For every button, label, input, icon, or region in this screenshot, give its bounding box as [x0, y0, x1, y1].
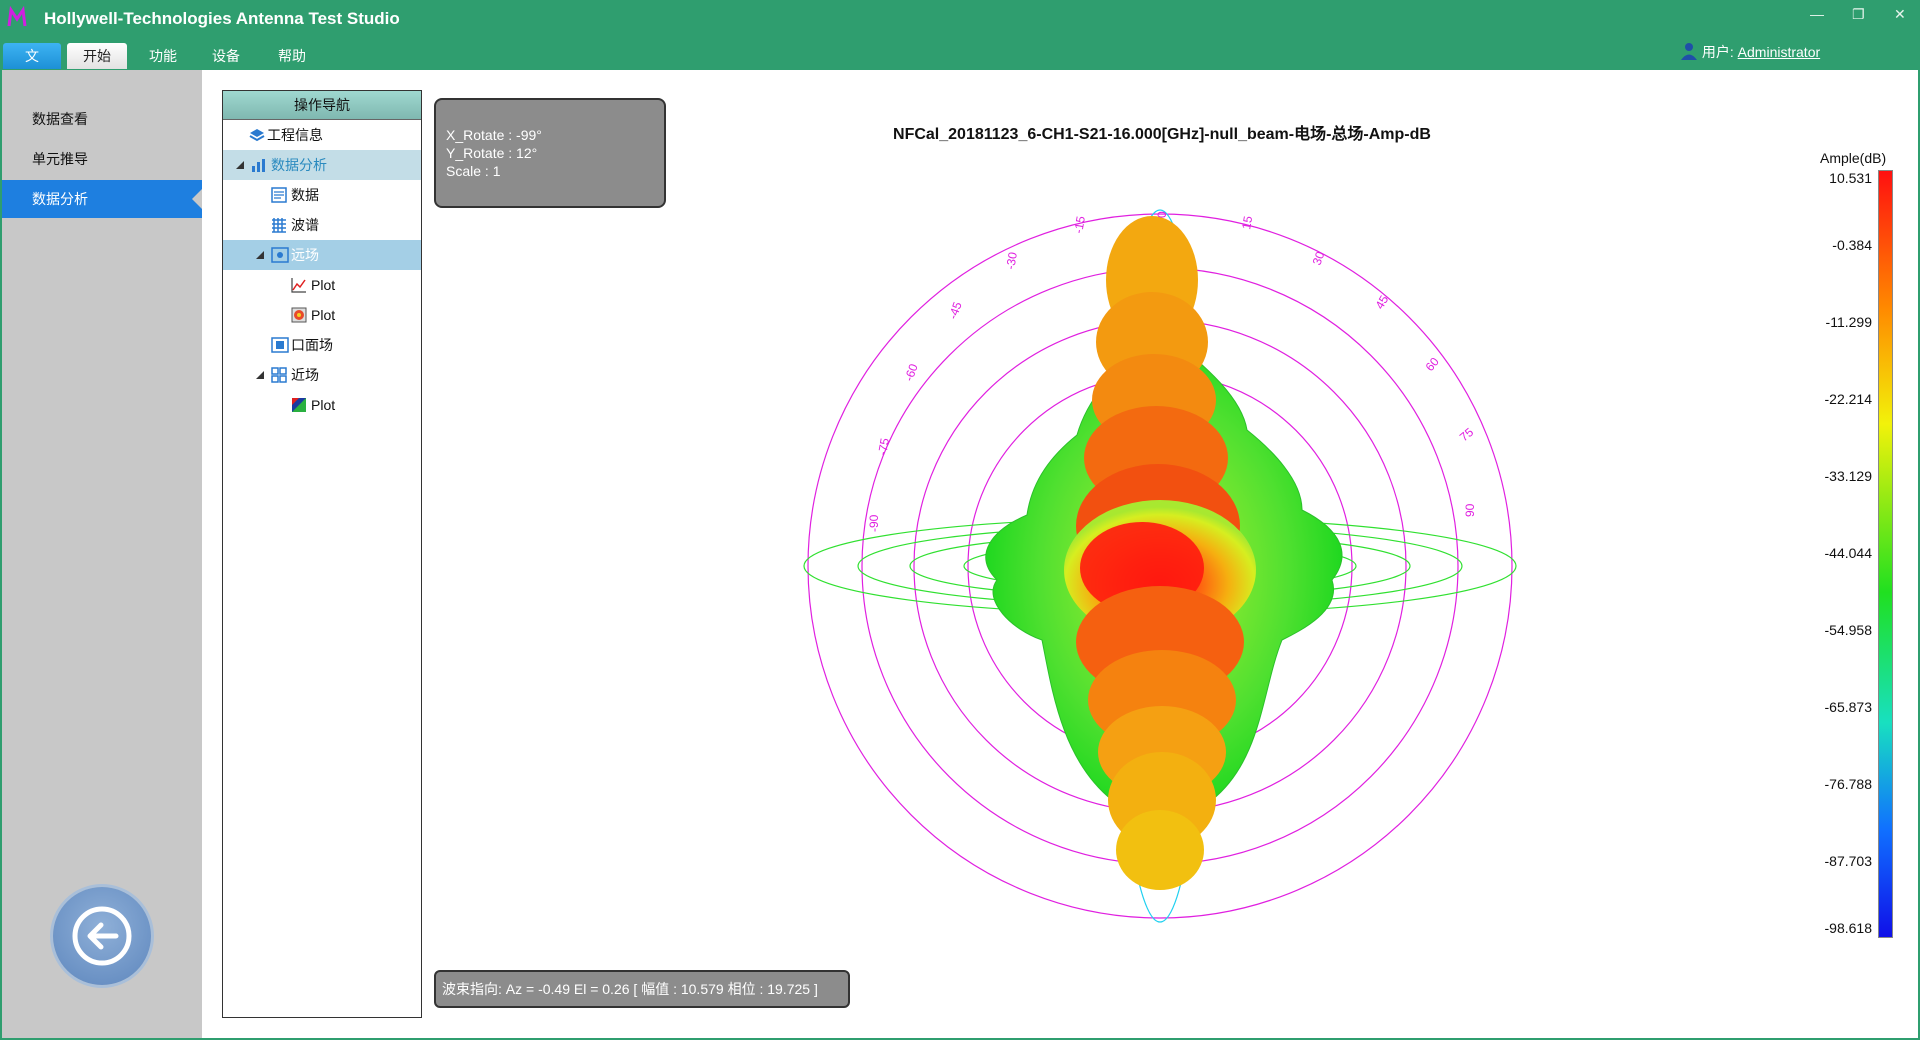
nav-item-spectrum[interactable]: 波谱: [223, 210, 421, 240]
nav-item-label: 数据: [291, 187, 319, 203]
sidebar-item-data-analysis[interactable]: 数据分析: [2, 180, 202, 218]
angle-label: 90: [1463, 503, 1477, 517]
colorbar-label: -33.129: [1824, 468, 1872, 484]
colorbar-label: -98.618: [1824, 920, 1872, 936]
angle-label: -15: [1071, 215, 1088, 235]
colorbar-label: -0.384: [1832, 237, 1872, 253]
nav-item-far-field[interactable]: 远场: [223, 240, 421, 270]
aperture-icon: [271, 337, 289, 353]
nav-item-label: Plot: [311, 397, 336, 413]
angle-label: -75: [875, 437, 892, 457]
pattern-main-lobe: [1064, 216, 1256, 890]
menu-start[interactable]: 开始: [67, 43, 127, 69]
nav-item-label: 近场: [291, 367, 319, 383]
user-prefix: 用户:: [1701, 44, 1734, 60]
sidebar-item-unit-derive[interactable]: 单元推导: [32, 151, 88, 167]
nav-item-plot-1[interactable]: Plot: [223, 270, 421, 300]
main-area: 数据查看 单元推导 数据分析 操作导航 工程信息 数据分析: [2, 70, 1918, 1038]
angle-label: 0: [1155, 211, 1169, 218]
restore-icon[interactable]: ❐: [1852, 6, 1865, 22]
nav-item-label: 数据分析: [271, 157, 327, 173]
bar-chart-icon: [252, 159, 265, 172]
expanded-arrow-icon[interactable]: [235, 160, 245, 170]
nav-panel: 操作导航 工程信息 数据分析 数据 波谱: [222, 90, 422, 1018]
plot-title: NFCal_20181123_6-CH1-S21-16.000[GHz]-nul…: [893, 126, 1431, 143]
user-info[interactable]: 用户: Administrator: [1680, 42, 1820, 62]
colorbar-label: -76.788: [1824, 776, 1872, 792]
nav-header: 操作导航: [223, 91, 421, 120]
close-icon[interactable]: ✕: [1894, 6, 1906, 22]
nav-item-plot-3[interactable]: Plot: [223, 390, 421, 420]
nav-item-data[interactable]: 数据: [223, 180, 421, 210]
app-logo-icon: [7, 6, 27, 27]
angle-label: -60: [902, 362, 921, 383]
user-name[interactable]: Administrator: [1737, 44, 1821, 60]
app-title: Hollywell-Technologies Antenna Test Stud…: [44, 9, 400, 28]
menu-device[interactable]: 设备: [212, 48, 240, 64]
nav-item-near-field[interactable]: 近场: [223, 360, 421, 390]
x-rotate-value: X_Rotate : -99°: [446, 127, 542, 143]
colorbar-label: -11.299: [1825, 314, 1872, 330]
back-arrow-icon: [72, 906, 132, 966]
y-rotate-value: Y_Rotate : 12°: [446, 145, 538, 161]
angle-label: -45: [946, 300, 965, 321]
angle-label: 30: [1310, 249, 1328, 267]
far-field-icon: [271, 247, 289, 263]
colorbar-label: 10.531: [1829, 170, 1872, 186]
line-plot-icon: [291, 278, 306, 293]
3d-plot-icon: [291, 307, 307, 323]
nav-item-label: 工程信息: [267, 127, 323, 143]
grid-icon: [272, 218, 286, 233]
colorbar-label: -44.044: [1824, 545, 1872, 561]
nav-item-plot-2[interactable]: Plot: [223, 300, 421, 330]
user-icon: [1681, 43, 1697, 60]
nav-item-label: Plot: [311, 277, 336, 293]
angle-label: 60: [1423, 354, 1443, 373]
colorbar-label: -65.873: [1824, 699, 1872, 715]
minimize-icon[interactable]: —: [1810, 6, 1824, 22]
far-field-3d-plot[interactable]: 0 15 30 45 60 75 90 -15 -30 -45 -60 -75 …: [742, 160, 1562, 1000]
angle-label: -90: [867, 514, 881, 532]
angle-labels: 0 15 30 45 60 75 90 -15 -30 -45 -60 -75 …: [867, 211, 1477, 532]
nav-item-label: 远场: [291, 247, 319, 263]
colorbar-label: -87.703: [1824, 853, 1872, 869]
nav-item-label: Plot: [311, 307, 336, 323]
angle-label: 45: [1372, 293, 1391, 312]
back-button[interactable]: [53, 887, 151, 985]
colorbar-label: -54.958: [1824, 622, 1872, 638]
scale-value: Scale : 1: [446, 163, 501, 179]
angle-label: -30: [1003, 251, 1020, 271]
data-table-icon: [271, 187, 287, 203]
nav-item-project-info[interactable]: 工程信息: [223, 120, 421, 150]
title-bar: Hollywell-Technologies Antenna Test Stud…: [0, 0, 1920, 36]
active-indicator: [192, 189, 202, 209]
colorbar-label: -22.214: [1824, 391, 1872, 407]
menu-help[interactable]: 帮助: [278, 48, 306, 64]
expanded-arrow-icon[interactable]: [255, 250, 265, 260]
menu-function[interactable]: 功能: [149, 48, 177, 64]
sidebar-item-data-view[interactable]: 数据查看: [32, 111, 88, 127]
nav-item-data-analysis[interactable]: 数据分析: [223, 150, 421, 180]
sidebar: 数据查看 单元推导 数据分析: [2, 70, 202, 1038]
colorbar-title: Ample(dB): [1820, 150, 1887, 166]
menu-file[interactable]: 文件: [3, 43, 61, 90]
near-field-grid-icon: [271, 367, 287, 383]
nav-item-label: 口面场: [291, 337, 333, 353]
angle-label: 15: [1239, 215, 1255, 231]
beam-status: 波束指向: Az = -0.49 El = 0.26 [ 幅值 : 10.579…: [434, 970, 850, 1008]
layers-icon: [249, 129, 265, 142]
heatmap-plot-icon: [292, 398, 306, 412]
colorbar: [1878, 170, 1893, 938]
view-params-box: X_Rotate : -99° Y_Rotate : 12° Scale : 1: [434, 98, 666, 208]
nav-item-label: 波谱: [291, 217, 319, 233]
angle-label: 75: [1457, 425, 1476, 445]
expanded-arrow-icon[interactable]: [255, 370, 265, 380]
sidebar-item-label: 数据分析: [32, 191, 88, 207]
nav-item-aperture-field[interactable]: 口面场: [223, 330, 421, 360]
